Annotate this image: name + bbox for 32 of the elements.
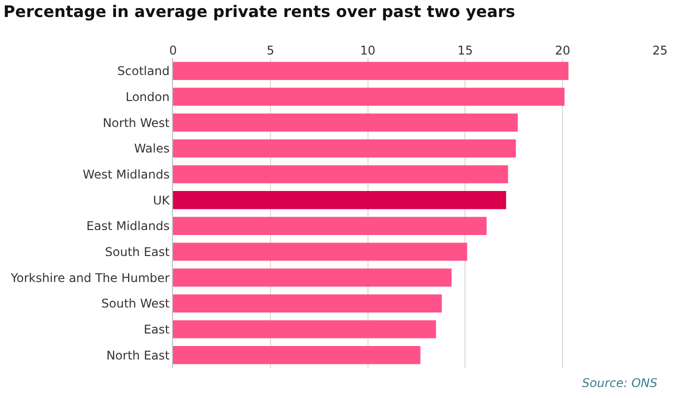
y-tick-label: West Midlands xyxy=(82,167,170,182)
y-tick-label: North East xyxy=(106,348,170,362)
y-tick-label: South East xyxy=(105,244,170,259)
bar xyxy=(173,114,518,132)
source-note: Source: ONS xyxy=(582,376,658,390)
bar xyxy=(173,62,568,80)
y-tick-label: Scotland xyxy=(117,64,170,78)
bar xyxy=(173,88,565,106)
bar xyxy=(173,165,508,184)
x-tick-label: 0 xyxy=(169,44,177,58)
bar xyxy=(173,191,506,210)
bar xyxy=(173,346,420,364)
x-tick-label: 10 xyxy=(360,44,376,58)
bar xyxy=(173,216,487,235)
bar xyxy=(173,294,442,312)
y-tick-label: London xyxy=(126,90,170,104)
y-tick-label: East Midlands xyxy=(86,219,170,234)
y-tick-label: East xyxy=(144,322,170,336)
chart-title: Percentage in average private rents over past two years xyxy=(3,2,516,22)
x-tick-label: 25 xyxy=(652,44,668,58)
y-tick-label: South West xyxy=(101,296,170,311)
x-tick-label: 15 xyxy=(458,44,473,58)
x-tick-label: 20 xyxy=(554,44,570,58)
bar xyxy=(173,242,468,261)
y-tick-label: North West xyxy=(102,116,170,130)
bar xyxy=(173,139,516,158)
x-tick-label: 5 xyxy=(266,44,274,58)
y-tick-label: Wales xyxy=(134,142,170,156)
y-tick-label: Yorkshire and The Humber xyxy=(10,270,170,285)
bar xyxy=(173,320,436,338)
bar xyxy=(173,268,452,287)
y-tick-label: UK xyxy=(152,193,171,208)
